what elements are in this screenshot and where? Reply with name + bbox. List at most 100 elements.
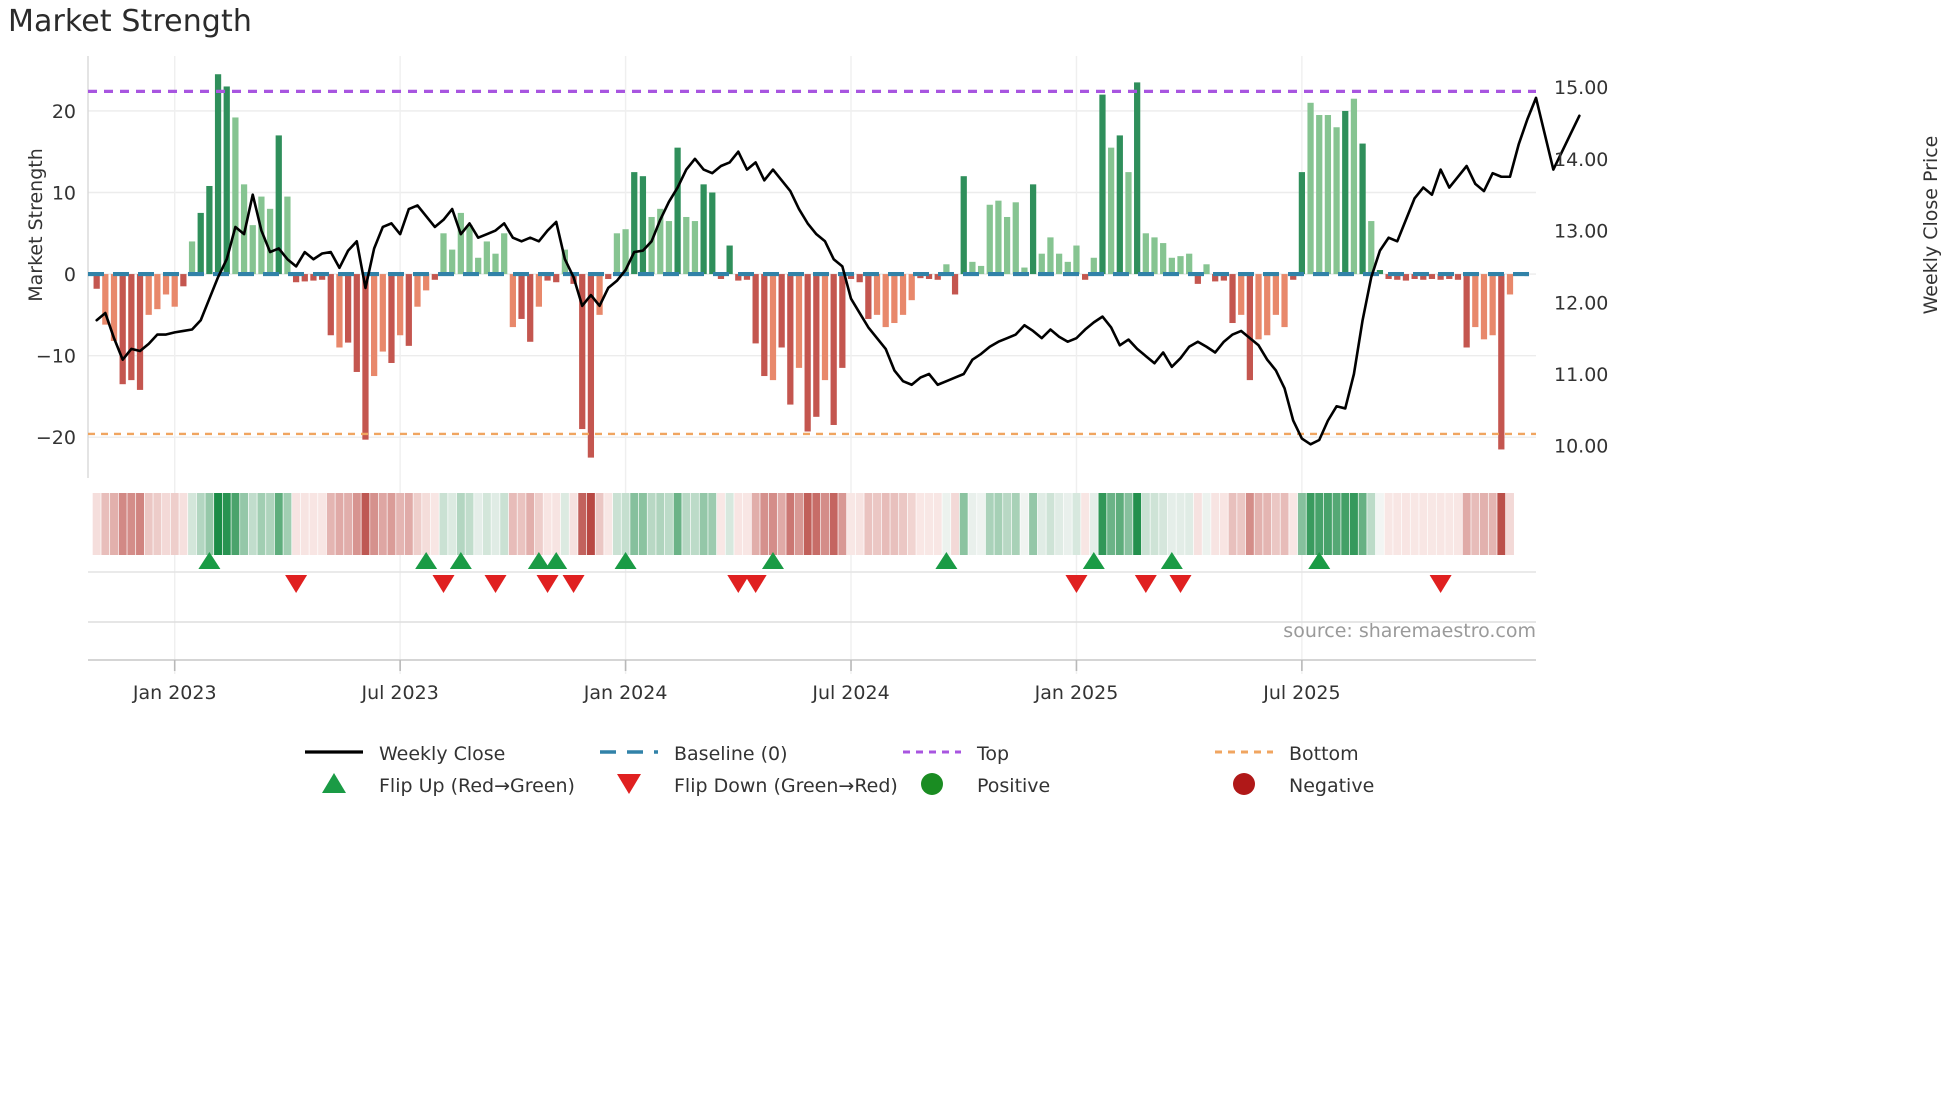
heatmap-cell [396,493,405,555]
heatmap-cell [205,493,214,555]
strength-bar [544,274,551,281]
strength-bar [145,274,152,315]
strength-bar [648,216,655,275]
strength-bar [1376,270,1384,275]
strength-bar [362,274,369,440]
heatmap-cell [699,493,708,555]
heatmap-cell [916,493,925,555]
y-tick-right: 13.00 [1554,221,1608,243]
strength-bar [353,274,360,372]
y-tick-right: 14.00 [1554,149,1608,171]
heatmap-cell [560,493,569,555]
heatmap-cell [1393,493,1402,555]
strength-bar [579,274,586,430]
heatmap-cell [994,493,1003,555]
legend-item[interactable]: Baseline (0) [600,743,788,765]
strength-bar [518,274,525,319]
heatmap-cell [1020,493,1029,555]
heatmap-cell [378,493,387,555]
weekly-close-line [95,96,1581,446]
strength-bar [743,274,751,280]
legend-item[interactable]: Flip Up (Red→Green) [322,773,575,797]
strength-bar [327,274,334,336]
y-tick-left: 20 [52,101,76,123]
flip-up-marker [935,552,958,569]
strength-bar [1411,274,1418,279]
legend-triangle-up-icon [322,773,346,793]
strength-bar [397,274,404,336]
heatmap-cell [890,493,899,555]
strength-bar [977,265,985,275]
legend-item[interactable]: Weekly Close [305,743,505,765]
heatmap-cell [1176,493,1185,555]
heatmap-cell [951,493,960,555]
heatmap-cell [482,493,491,555]
legend-item[interactable]: Negative [1233,773,1374,797]
strength-bar [509,274,516,328]
heatmap-cell [734,493,743,555]
legend-item[interactable]: Positive [921,773,1050,797]
strength-bar [1489,274,1496,336]
strength-bar [821,274,829,381]
legend-label: Flip Up (Red→Green) [379,775,575,797]
legend-item[interactable]: Top [903,743,1009,765]
strength-bar [1333,127,1340,275]
strength-bar [501,233,508,275]
heatmap-cell [517,493,526,555]
legend-item[interactable]: Bottom [1215,743,1359,765]
strength-bar [899,274,907,315]
strength-bar [1038,253,1045,275]
heatmap-cell [1367,493,1376,555]
legend-label: Negative [1289,775,1374,797]
heatmap-cell [127,493,136,555]
strength-bar [865,274,872,319]
heatmap-cell [292,493,301,555]
strength-bar [891,274,898,324]
heatmap-cell [933,493,942,555]
flip-up-marker [761,552,784,569]
strength-bar [284,196,291,275]
heatmap-cell [604,493,613,555]
strength-bar [587,274,595,458]
strength-bar [1142,233,1149,275]
legend-label: Bottom [1289,743,1359,765]
strength-bar [1402,274,1410,281]
heatmap-cell [716,493,725,555]
heatmap-cell [1029,493,1038,555]
heatmap-cell [1228,493,1237,555]
strength-bar [1394,274,1401,280]
heatmap-cell [1306,493,1315,555]
axis-ticks: 20 10 0 −10 −20 15.00 14.00 13.00 12.00 11.00 10.0… [36,77,1609,704]
heatmap-cell [543,493,552,555]
heatmap-cell [1332,493,1341,555]
strength-bar [830,274,837,425]
flip-up-marker [198,552,221,569]
strength-bar [691,221,699,275]
heatmap-cell [786,493,795,555]
legend-item[interactable]: Flip Down (Green→Red) [617,774,898,797]
strength-heatmap-strip [92,493,1514,555]
heatmap-cell [1488,493,1497,555]
strength-bar [431,274,438,280]
heatmap-cell [760,493,769,555]
strength-bar [1116,135,1123,275]
heatmap-cell [1497,493,1506,555]
strength-bar [275,135,282,275]
strength-bar [1281,274,1288,328]
heatmap-cell [1445,493,1454,555]
strength-bar [1463,274,1470,348]
heatmap-cell [742,493,751,555]
strength-bar [206,185,213,275]
strength-bar [726,245,733,275]
heatmap-cell [621,493,630,555]
strength-bar [136,274,144,390]
heatmap-cell [1159,493,1168,555]
heatmap-cell [1150,493,1159,555]
flip-up-marker [415,552,438,569]
strength-bar [709,192,716,275]
strength-bar [622,229,629,275]
heatmap-cell [751,493,760,555]
y-tick-left: −10 [36,346,76,368]
strength-bar [535,274,542,307]
heatmap-cell [465,493,474,555]
